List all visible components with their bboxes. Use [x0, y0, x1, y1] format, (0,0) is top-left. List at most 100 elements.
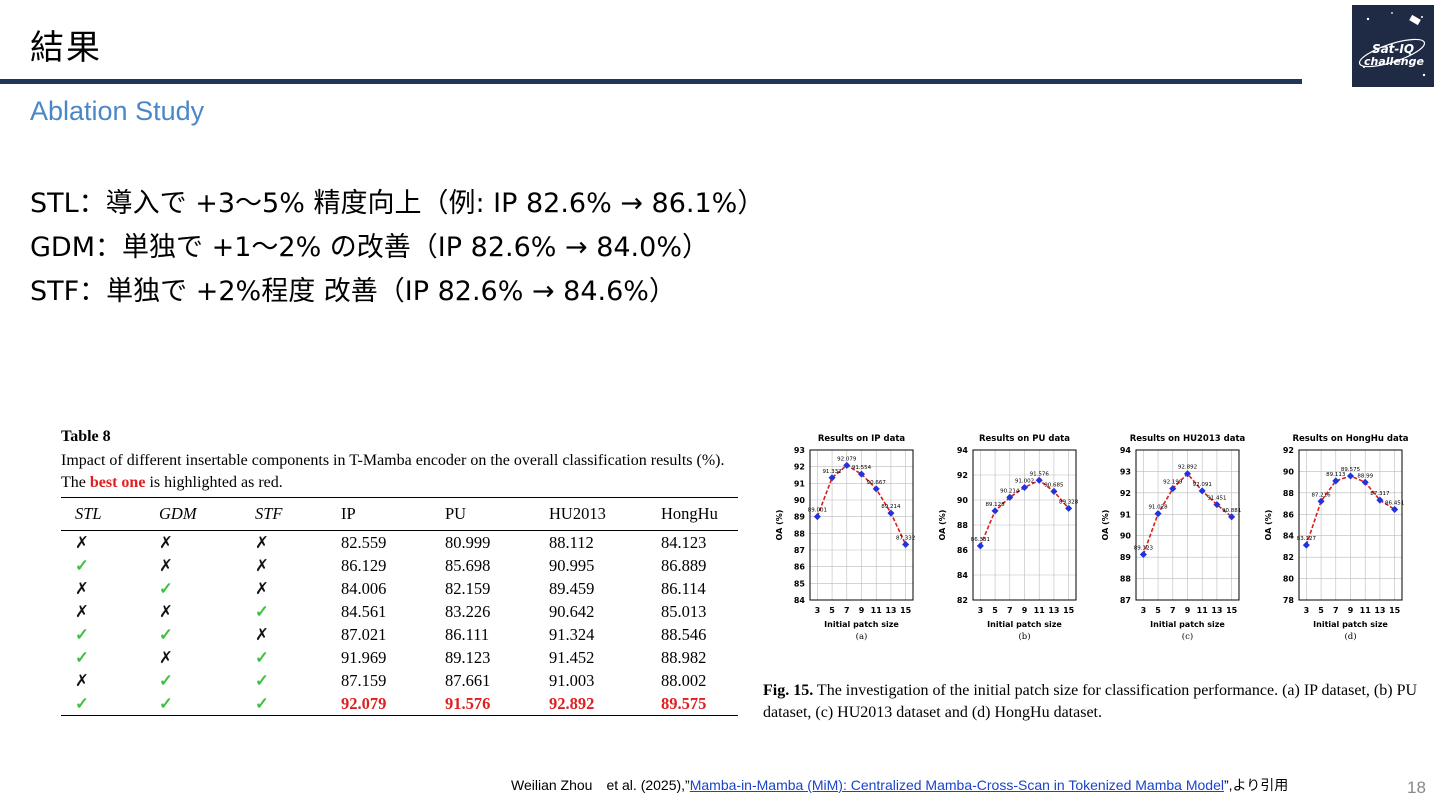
- cell-hu: 91.324: [549, 625, 595, 644]
- y-tick-label: 88: [1283, 489, 1295, 498]
- data-point: [857, 470, 866, 478]
- data-label: 89.113: [1326, 472, 1346, 478]
- data-label: 90.685: [1044, 482, 1064, 488]
- citation: Weilian Zhou et al. (2025),”Mamba-in-Mam…: [511, 775, 1288, 795]
- table-row: ✓ ✗ ✗ 86.129 85.698 90.995 86.889: [61, 554, 738, 577]
- data-label: 91.028: [1148, 505, 1168, 511]
- data-point: [1035, 476, 1043, 484]
- chart-sublabel: (d): [1344, 631, 1356, 642]
- figure-caption-text: The investigation of the initial patch s…: [763, 682, 1418, 721]
- y-tick-label: 87: [794, 546, 805, 555]
- table-row: ✗ ✗ ✗ 82.559 80.999 88.112 84.123: [61, 531, 738, 555]
- cell-ip: 84.561: [341, 602, 387, 621]
- paper-link[interactable]: Mamba-in-Mamba (MiM): Centralized Mamba-…: [689, 777, 1224, 793]
- cell-ip: 92.079: [327, 692, 431, 716]
- cell-gdm: ✓: [159, 579, 173, 598]
- cell-stf: ✓: [255, 648, 269, 667]
- table-label: Table 8: [61, 428, 111, 445]
- x-tick-label: 11: [1197, 606, 1209, 615]
- x-tick-label: 5: [829, 606, 835, 615]
- data-label: 92.199: [1163, 480, 1183, 486]
- y-tick-label: 92: [957, 471, 968, 480]
- y-tick-label: 91: [794, 479, 806, 488]
- x-tick-label: 7: [1007, 606, 1013, 615]
- section-subtitle: Ablation Study: [30, 96, 205, 126]
- cell-ip: 87.159: [341, 671, 387, 690]
- x-axis-label: Initial patch size: [987, 620, 1062, 629]
- cell-stl: ✗: [75, 533, 89, 552]
- data-point: [1154, 510, 1162, 518]
- y-tick-label: 91: [1120, 510, 1132, 519]
- x-tick-label: 7: [844, 606, 850, 615]
- cell-hu: 90.642: [549, 602, 595, 621]
- y-tick-label: 93: [794, 446, 805, 455]
- y-tick-label: 84: [794, 596, 806, 605]
- data-label: 89.123: [1134, 546, 1154, 552]
- data-point: [872, 485, 880, 493]
- cell-hh: 86.114: [661, 579, 706, 598]
- cell-stl: ✗: [75, 671, 89, 690]
- data-label: 90.214: [1000, 488, 1020, 494]
- y-tick-label: 89: [1120, 553, 1132, 562]
- cell-pu: 86.111: [445, 625, 490, 644]
- x-tick-label: 9: [1185, 606, 1191, 615]
- cell-ip: 84.006: [341, 579, 387, 598]
- header-stf: STF: [241, 497, 327, 531]
- y-tick-label: 87: [1120, 596, 1131, 605]
- cell-hh: 88.546: [661, 625, 707, 644]
- data-point: [887, 509, 895, 517]
- data-point: [813, 513, 821, 521]
- cell-stl: ✓: [75, 625, 89, 644]
- data-point: [1361, 478, 1369, 486]
- data-label: 89.128: [985, 502, 1005, 508]
- cell-stf: ✗: [255, 625, 269, 644]
- cell-stf: ✓: [255, 602, 269, 621]
- x-tick-label: 11: [1360, 606, 1372, 615]
- y-axis-label: OA (%): [775, 510, 784, 541]
- x-tick-label: 13: [1048, 606, 1059, 615]
- cell-stf: ✗: [255, 579, 269, 598]
- data-point: [976, 542, 984, 550]
- plot-frame: [809, 449, 914, 601]
- data-label: 92.892: [1178, 465, 1197, 471]
- data-label: 86.451: [1385, 500, 1404, 506]
- y-tick-label: 78: [1283, 596, 1295, 605]
- cell-pu: 87.661: [445, 671, 491, 690]
- cell-stl: ✗: [75, 579, 89, 598]
- figure-caption: Fig. 15. The investigation of the initia…: [763, 680, 1423, 724]
- cell-pu: 91.576: [431, 692, 535, 716]
- y-axis-label: OA (%): [1101, 510, 1110, 541]
- cell-stf: ✓: [255, 671, 269, 690]
- cell-hu: 92.892: [535, 692, 647, 716]
- cell-stf: ✓: [241, 692, 327, 716]
- y-tick-label: 82: [957, 596, 968, 605]
- data-point: [1198, 487, 1206, 495]
- cell-pu: 85.698: [445, 556, 491, 575]
- cell-hh: 89.575: [647, 692, 738, 716]
- x-tick-label: 15: [900, 606, 912, 615]
- data-point: [1050, 487, 1058, 495]
- table-row: ✓ ✗ ✓ 91.969 89.123 91.452 88.982: [61, 646, 738, 669]
- logo-text-1: Sat-IQ: [1372, 42, 1414, 56]
- cell-pu: 82.159: [445, 579, 491, 598]
- y-tick-label: 90: [794, 496, 806, 505]
- cell-gdm: ✗: [159, 533, 173, 552]
- cell-gdm: ✓: [145, 692, 241, 716]
- cell-hh: 84.123: [661, 533, 707, 552]
- data-label: 86.331: [971, 537, 990, 543]
- data-label: 87.332: [896, 535, 915, 541]
- y-tick-label: 88: [957, 521, 969, 530]
- x-tick-label: 3: [1304, 606, 1310, 615]
- y-tick-label: 80: [1283, 575, 1295, 584]
- header-honghu: HongHu: [647, 497, 738, 531]
- chart-title: Results on HongHu data: [1292, 434, 1408, 444]
- header-stl: STL: [61, 497, 145, 531]
- y-tick-label: 84: [957, 571, 969, 580]
- header-ip: IP: [327, 497, 431, 531]
- data-label: 89.214: [881, 504, 901, 510]
- bullet-stf: STF：単独で +2%程度 改善（IP 82.6% → 84.6%）: [30, 276, 676, 307]
- bullet-stl: STL：導入で +3〜5% 精度向上（例: IP 82.6% → 86.1%）: [30, 188, 765, 219]
- header-pu: PU: [431, 497, 535, 531]
- header-gdm: GDM: [145, 497, 241, 531]
- ablation-table: STL GDM STF IP PU HU2013 HongHu ✗ ✗ ✗ 82.55…: [61, 497, 738, 716]
